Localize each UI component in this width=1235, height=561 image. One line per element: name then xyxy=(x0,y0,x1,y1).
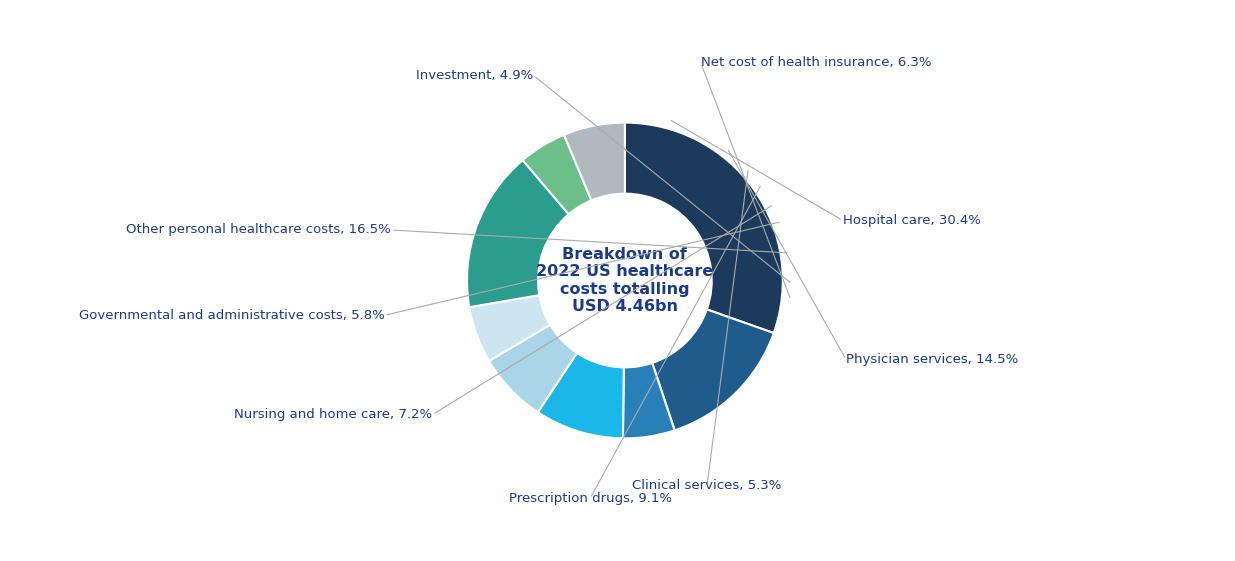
Wedge shape xyxy=(652,310,774,430)
Text: Clinical services, 5.3%: Clinical services, 5.3% xyxy=(632,479,782,492)
Wedge shape xyxy=(625,123,783,333)
Wedge shape xyxy=(522,135,592,214)
Text: Investment, 4.9%: Investment, 4.9% xyxy=(416,69,534,82)
Wedge shape xyxy=(622,363,674,438)
Text: Hospital care, 30.4%: Hospital care, 30.4% xyxy=(842,214,981,227)
Text: Prescription drugs, 9.1%: Prescription drugs, 9.1% xyxy=(509,492,672,505)
Wedge shape xyxy=(537,353,624,438)
Text: Governmental and administrative costs, 5.8%: Governmental and administrative costs, 5… xyxy=(79,309,385,322)
Wedge shape xyxy=(489,325,577,412)
Text: Breakdown of
2022 US healthcare
costs totalling
USD 4.46bn: Breakdown of 2022 US healthcare costs to… xyxy=(536,247,714,314)
Text: Other personal healthcare costs, 16.5%: Other personal healthcare costs, 16.5% xyxy=(126,223,391,237)
Wedge shape xyxy=(469,295,550,361)
Wedge shape xyxy=(467,160,568,307)
Text: Nursing and home care, 7.2%: Nursing and home care, 7.2% xyxy=(235,408,432,421)
Text: Net cost of health insurance, 6.3%: Net cost of health insurance, 6.3% xyxy=(700,56,931,69)
Wedge shape xyxy=(564,123,625,200)
Text: Physician services, 14.5%: Physician services, 14.5% xyxy=(846,353,1018,366)
